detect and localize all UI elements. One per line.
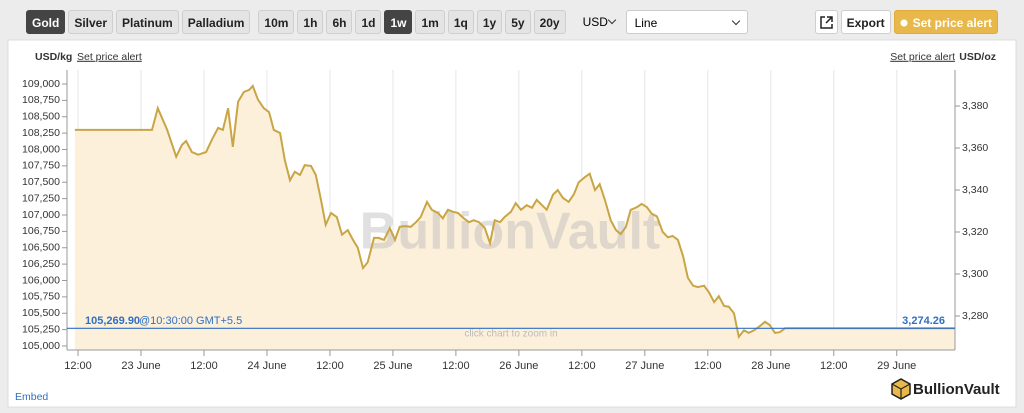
x-tick-label: 25 June <box>373 360 412 372</box>
range-button[interactable]: 5y <box>505 10 531 34</box>
y2-tick-label: 3,340 <box>962 184 988 196</box>
logo-text: BullionVault <box>913 381 1000 398</box>
y-tick-label: 109,000 <box>22 78 60 90</box>
x-tick-label: 12:00 <box>694 360 722 372</box>
y-tick-label: 108,500 <box>22 111 60 123</box>
range-button[interactable]: 6h <box>326 10 353 34</box>
toolbar: Gold Silver Platinum Palladium 10m 1h 6h 1d 1w 1m… <box>26 10 998 34</box>
spacer <box>751 10 812 34</box>
y-tick-label: 105,750 <box>22 291 60 303</box>
x-tick-label: 12:00 <box>190 360 218 372</box>
y-tick-label: 107,000 <box>22 209 60 221</box>
x-tick-label: 26 June <box>499 360 538 372</box>
style-select[interactable]: Line <box>625 10 748 34</box>
y-tick-label: 105,500 <box>22 307 60 319</box>
x-tick-label: 27 June <box>625 360 664 372</box>
x-tick-label: 29 June <box>877 360 916 372</box>
range-button[interactable]: 1m <box>415 10 445 34</box>
current-price-oz-label: 3,274.26 <box>902 315 945 327</box>
open-button[interactable] <box>814 10 838 34</box>
alert-link[interactable]: Set price alert <box>77 51 142 63</box>
logo-icon-edge <box>891 383 911 399</box>
y-tick-label: 106,250 <box>22 258 60 270</box>
y2-tick-label: 3,300 <box>962 268 988 280</box>
x-tick-label: 12:00 <box>316 360 344 372</box>
alert-button[interactable]: Set price alert <box>893 10 998 34</box>
metal-button[interactable]: Gold <box>26 10 66 34</box>
metal-button[interactable]: Platinum <box>116 10 179 34</box>
y-tick-label: 107,750 <box>22 160 60 172</box>
metal-button[interactable]: Palladium <box>181 10 251 34</box>
y2-tick-label: 3,360 <box>962 142 988 154</box>
alert-link[interactable]: Set price alert <box>890 51 955 63</box>
y-tick-label: 106,750 <box>22 225 60 237</box>
y-tick-label: 106,000 <box>22 274 60 286</box>
y-tick-label: 108,000 <box>22 143 60 155</box>
range-button[interactable]: 20y <box>533 10 566 34</box>
x-tick-label: 28 June <box>751 360 790 372</box>
range-button[interactable]: 1d <box>355 10 382 34</box>
range-button[interactable]: 1h <box>297 10 324 34</box>
y-tick-label: 108,750 <box>22 94 60 106</box>
area <box>74 86 956 350</box>
x-tick-label: 12:00 <box>820 360 848 372</box>
export-button[interactable]: Export <box>840 10 891 34</box>
currency-select[interactable]: USD <box>575 10 623 34</box>
price-line <box>74 84 955 340</box>
metal-button[interactable]: Silver <box>68 10 114 34</box>
y-tick-label: 105,250 <box>22 323 60 335</box>
current-price-label: 105,269.90 <box>85 315 140 327</box>
y2-tick-label: 3,320 <box>962 226 988 238</box>
x-tick-label: 23 June <box>121 360 160 372</box>
y-tick-label: 105,000 <box>22 340 60 352</box>
open-icon <box>819 16 833 29</box>
embed-link[interactable]: Embed <box>15 391 48 403</box>
y-tick-label: 106,500 <box>22 242 60 254</box>
y-tick-label: 108,250 <box>22 127 60 139</box>
x-tick-label: 12:00 <box>442 360 470 372</box>
y-tick-label: 107,500 <box>22 176 60 188</box>
x-tick-label: 12:00 <box>64 360 92 372</box>
spacer <box>253 10 255 34</box>
x-tick-label: 24 June <box>247 360 286 372</box>
y-tick-label: 107,250 <box>22 192 60 204</box>
y2-axis-label: USD/oz <box>959 51 996 63</box>
range-button[interactable]: 1w <box>384 10 413 34</box>
y2-tick-label: 3,380 <box>962 100 988 112</box>
range-button[interactable]: 1y <box>476 10 503 34</box>
range-button[interactable]: 10m <box>258 10 295 34</box>
range-button[interactable]: 1q <box>447 10 474 34</box>
zoom-hint: click chart to zoom in <box>464 329 557 340</box>
y-axis-label: USD/kg <box>35 51 72 63</box>
x-tick-label: 12:00 <box>568 360 596 372</box>
y2-tick-label: 3,280 <box>962 310 988 322</box>
current-time: @10:30:00 GMT+5.5 <box>139 315 242 327</box>
